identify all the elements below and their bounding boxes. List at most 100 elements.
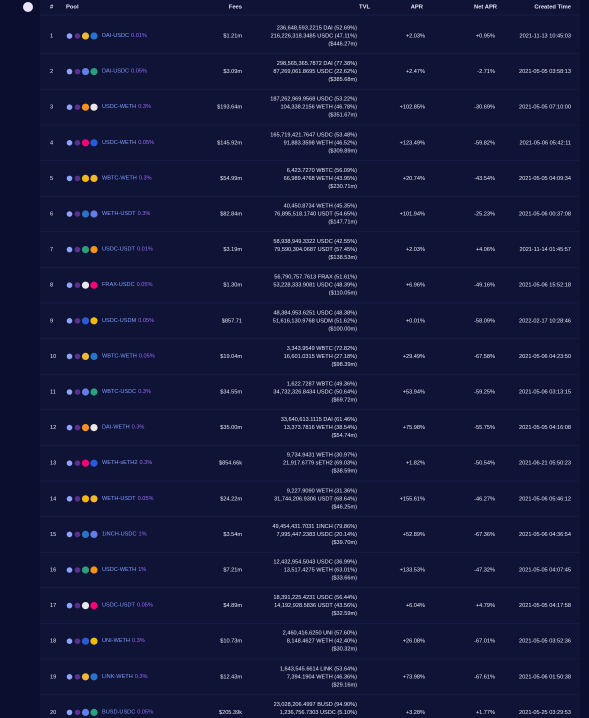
apr: +123.49% [400, 140, 425, 146]
token-icon [81, 459, 90, 467]
pool-name[interactable]: USDC-USDM [102, 318, 137, 324]
column-header[interactable]: Fees [229, 5, 242, 11]
fee-tier: 0.3% [132, 639, 145, 645]
pool-link[interactable]: WETH-sETH2 0.3% [102, 461, 152, 467]
rank: 10 [50, 354, 56, 360]
pool-link[interactable]: WBTC-WETH 0.05% [102, 354, 155, 360]
rank: 1 [50, 33, 53, 39]
fee-tier: 0.3% [138, 211, 151, 217]
pool-name[interactable]: LINK-WETH [102, 674, 133, 680]
pool-name[interactable]: USDC-USDT [102, 247, 136, 253]
created-time: 2021-11-13 10:45:03 [519, 33, 571, 39]
chain-icon [66, 140, 73, 146]
fee-tier: 1% [139, 532, 147, 538]
tvl-line: 21,917.6779 sETH2 (69.03%) [283, 461, 357, 467]
tvl-line: 23,028,206.4997 BUSD (94.90%) [274, 702, 357, 708]
chain-icon [66, 68, 73, 75]
tvl-line: ($39.70m) [332, 540, 358, 546]
chain-icon [66, 33, 73, 39]
pool-name[interactable]: WETH-USDT [102, 211, 136, 217]
pool-link[interactable]: WBTC-USDC 0.3% [102, 389, 151, 395]
version-icon [74, 353, 81, 360]
net-apr: -59.82% [474, 140, 495, 146]
pool-name[interactable]: DAI-WETH [102, 425, 130, 431]
token-icon [81, 388, 90, 396]
pool-name[interactable]: BUSD-USDC [102, 710, 135, 716]
version-icon [74, 567, 81, 573]
tvl-line: ($230.71m) [328, 184, 357, 190]
net-apr: -67.36% [474, 532, 495, 538]
tvl-line: 31,744,206.9306 USDT (68.64%) [274, 496, 357, 502]
pool-link[interactable]: DAI-USDC 0.05% [102, 69, 147, 75]
column-header: Pool [66, 5, 79, 11]
pool-link[interactable]: USDC-WETH 0.3% [102, 105, 151, 111]
pool-link[interactable]: USDC-WETH 0.05% [102, 140, 154, 146]
pool-name[interactable]: WETH-USDT [102, 496, 136, 502]
rank: 11 [50, 389, 56, 395]
rank: 15 [50, 532, 56, 538]
tvl-line: 298,565,365.7872 DAI (77.38%) [277, 61, 357, 67]
net-apr: -67.61% [474, 674, 495, 680]
pool-name[interactable]: UNI-WETH [102, 639, 130, 645]
tvl-line: 49,454,431.7031 1INCH (79.86%) [272, 524, 357, 530]
pool-link[interactable]: FRAX-USDC 0.05% [102, 283, 153, 289]
tvl-line: 6,423.7270 WBTC (56.09%) [287, 168, 357, 174]
token-icon [81, 317, 90, 325]
pool-name[interactable]: USDC-WETH [102, 105, 136, 111]
pool-link[interactable]: USDC-USDT 0.01% [102, 247, 153, 253]
tvl-line: 53,228,333.9081 USDC (48.39%) [273, 283, 357, 289]
pool-name[interactable]: WETH-sETH2 [102, 461, 137, 467]
token-icon [81, 637, 90, 645]
fees: $193.64m [217, 105, 242, 111]
net-apr: +1.77% [476, 710, 495, 716]
token-icon [81, 602, 90, 610]
version-icon [74, 709, 81, 716]
pool-name[interactable]: DAI-USDC [102, 33, 129, 39]
pool-name[interactable]: DAI-USDC [102, 69, 129, 75]
apr: +6.96% [406, 283, 425, 289]
pool-link[interactable]: WETH-USDT 0.3% [102, 211, 150, 217]
fee-tier: 0.3% [139, 176, 152, 182]
pool-link[interactable]: DAI-WETH 0.3% [102, 425, 144, 431]
fees: $1.21m [223, 33, 242, 39]
version-icon [74, 424, 81, 431]
created-time: 2021-05-06 01:50:38 [519, 674, 571, 680]
rank: 16 [50, 567, 56, 573]
token-icon [90, 637, 98, 645]
pool-link[interactable]: USDC-USDT 0.05% [102, 603, 153, 609]
pool-name[interactable]: WBTC-WETH [102, 354, 137, 360]
pool-link[interactable]: USDC-USDM 0.05% [102, 318, 154, 324]
created-time: 2021-05-05 04:16:08 [519, 425, 571, 431]
pool-name[interactable]: WBTC-USDC [102, 389, 136, 395]
pool-link[interactable]: USDC-WETH 1% [102, 567, 146, 573]
pool-link[interactable]: DAI-USDC 0.01% [102, 33, 147, 39]
pool-link[interactable]: 1INCH-USDC 1% [102, 532, 147, 538]
fee-tier: 0.3% [135, 674, 148, 680]
pool-link[interactable]: WETH-USDT 0.05% [102, 496, 153, 502]
tvl-line: 18,391,225.4231 USDC (56.44%) [273, 595, 357, 601]
rank: 18 [50, 639, 56, 645]
token-icon [81, 32, 90, 40]
column-header[interactable]: APR [411, 5, 424, 11]
column-header[interactable]: TVL [359, 5, 370, 11]
pool-name[interactable]: USDC-WETH [102, 567, 136, 573]
column-header[interactable]: Created Time [534, 5, 571, 11]
tvl-line: 56,790,757.7613 FRAX (51.61%) [274, 275, 357, 281]
pool-name[interactable]: USDC-WETH [102, 140, 136, 146]
tvl-line: 1,643,545.6614 LINK (53.64%) [280, 666, 357, 672]
tvl-line: 9,734.9431 WETH (30.97%) [287, 453, 357, 459]
pool-name[interactable]: WBTC-WETH [102, 176, 137, 182]
pool-name[interactable]: FRAX-USDC [102, 283, 135, 289]
pool-link[interactable]: WBTC-WETH 0.3% [102, 176, 152, 182]
pool-link[interactable]: UNI-WETH 0.3% [102, 639, 145, 645]
version-icon [74, 282, 81, 289]
pool-link[interactable]: LINK-WETH 0.3% [102, 674, 148, 680]
version-icon [74, 211, 81, 217]
fees: $10.73m [220, 639, 242, 645]
pool-name[interactable]: 1INCH-USDC [102, 532, 137, 538]
pool-link[interactable]: BUSD-USDC 0.05% [102, 710, 153, 716]
column-header[interactable]: Net APR [474, 5, 498, 11]
apr: +101.94% [400, 211, 425, 217]
tvl-line: ($446.27m) [328, 41, 357, 47]
pool-name[interactable]: USDC-USDT [102, 603, 136, 609]
